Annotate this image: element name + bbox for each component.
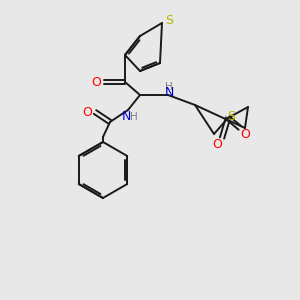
Text: S: S [227,110,235,122]
Text: H: H [130,112,138,122]
Text: N: N [164,86,174,100]
Text: S: S [165,14,173,26]
Text: H: H [165,82,173,92]
Text: O: O [82,106,92,118]
Text: N: N [121,110,131,124]
Text: O: O [91,76,101,88]
Text: O: O [240,128,250,140]
Text: O: O [212,137,222,151]
